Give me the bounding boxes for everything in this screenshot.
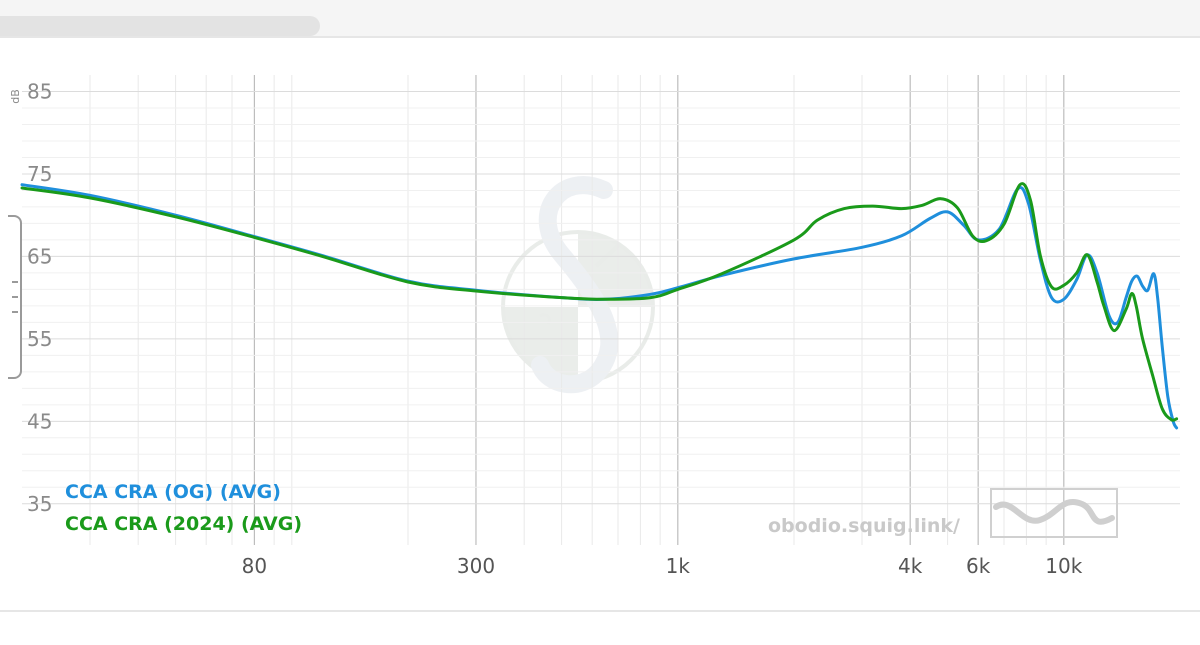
y-tick-label: 55 [27, 327, 52, 351]
site-credit: obodio.squig.link/ [768, 515, 960, 537]
y-tick-label: 65 [27, 244, 52, 268]
y-tick-label: 75 [27, 162, 52, 186]
y-tick-label: 45 [27, 409, 52, 433]
squiglink-corner-logo [990, 488, 1118, 538]
top-toolbar [0, 0, 1200, 38]
grip-icon [12, 281, 18, 313]
y-tick-label: 35 [27, 492, 52, 516]
x-tick-label: 80 [242, 554, 267, 578]
series-line-2 [20, 182, 1179, 422]
legend-entry: CCA CRA (OG) (AVG) [65, 481, 281, 503]
y-unit-label: dB [9, 89, 22, 104]
x-tick-label: 6k [966, 554, 991, 578]
vertical-resize-handle[interactable] [8, 215, 22, 379]
series-lines [20, 182, 1179, 430]
squiglink-watermark-logo [501, 176, 655, 394]
x-tick-label: 10k [1045, 554, 1082, 578]
y-tick-label: 85 [27, 79, 52, 103]
x-axis: 80 300 1k 4k 6k 10k [242, 554, 1083, 578]
x-tick-label: 1k [666, 554, 691, 578]
y-axis: 35 45 55 65 75 85 dB [9, 79, 52, 515]
x-tick-label: 300 [457, 554, 495, 578]
legend-entry: CCA CRA (2024) (AVG) [65, 513, 302, 535]
x-tick-label: 4k [898, 554, 923, 578]
bottom-divider [0, 610, 1200, 612]
horizontal-scroll-thumb[interactable] [0, 16, 320, 36]
chart-grid [22, 75, 1180, 545]
legend: CCA CRA (OG) (AVG) CCA CRA (2024) (AVG) [65, 481, 302, 535]
